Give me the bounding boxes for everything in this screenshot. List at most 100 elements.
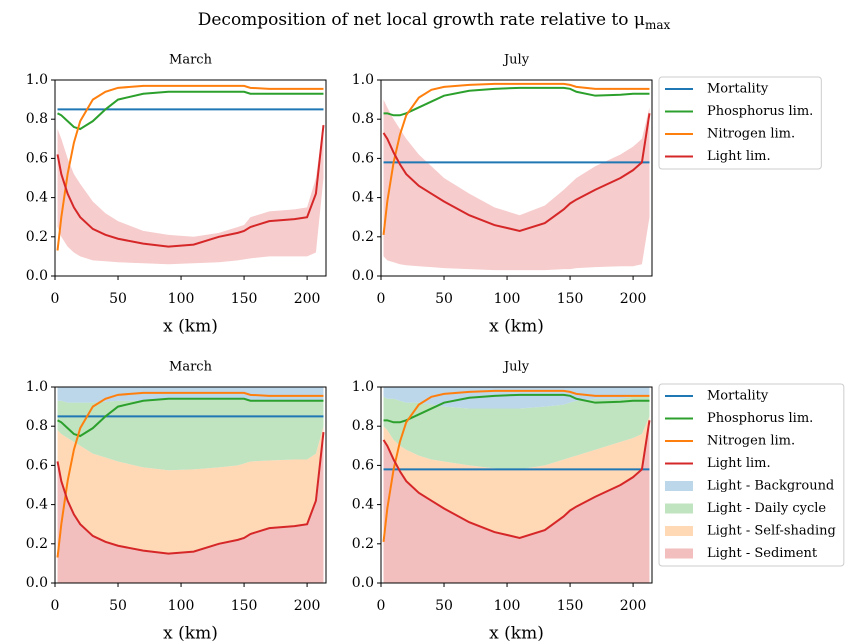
axes-frame xyxy=(54,386,327,584)
figure-title: Decomposition of net local growth rate r… xyxy=(198,10,671,32)
stacked-area xyxy=(57,426,324,554)
series-line xyxy=(382,389,650,542)
series-line xyxy=(383,86,650,117)
y-tick-label: 1.0 xyxy=(352,72,374,88)
y-tick-label: 0.8 xyxy=(26,111,48,127)
x-tick-label: 50 xyxy=(435,598,453,614)
legend-frame xyxy=(658,76,822,170)
series-line xyxy=(382,420,651,539)
y-tick-label: 0.4 xyxy=(26,190,48,206)
y-tick-label: 0.8 xyxy=(352,111,374,127)
plot-area xyxy=(382,82,651,271)
title-main: Decomposition of net local growth rate r… xyxy=(198,10,645,30)
plot-area xyxy=(56,84,325,265)
stacked-area xyxy=(383,416,650,538)
legend-label: Light lim. xyxy=(707,456,771,471)
x-tick-label: 200 xyxy=(620,291,647,307)
y-tick-label: 0.2 xyxy=(352,229,374,245)
range-band xyxy=(383,99,650,271)
x-tick-label: 50 xyxy=(109,598,127,614)
legend-label: Nitrogen lim. xyxy=(707,434,795,449)
y-tick-label: 0.0 xyxy=(26,268,48,284)
series-line xyxy=(382,113,651,232)
legend-frame xyxy=(658,383,845,567)
x-tick-label: 200 xyxy=(620,598,647,614)
subplot-title: March xyxy=(169,53,213,68)
y-tick-label: 0.0 xyxy=(352,268,374,284)
series-line xyxy=(382,82,650,235)
x-tick-label: 0 xyxy=(51,291,60,307)
y-tick-label: 0.4 xyxy=(352,190,374,206)
series-line xyxy=(383,393,650,424)
x-tick-label: 150 xyxy=(231,291,258,307)
stacked-area xyxy=(383,420,650,583)
legend-label: Phosphorus lim. xyxy=(707,104,813,119)
stacked-area xyxy=(383,396,650,470)
x-tick-label: 150 xyxy=(231,598,258,614)
legend-label: Mortality xyxy=(707,82,769,97)
legend-label: Light - Self-shading xyxy=(707,524,836,539)
legend: Mortality Phosphorus lim. Nitrogen lim. Lig… xyxy=(658,383,845,567)
x-axis-label: x (km) xyxy=(163,624,218,644)
y-tick-label: 0.6 xyxy=(352,150,374,166)
y-tick-label: 0.8 xyxy=(26,418,48,434)
y-tick-label: 0.2 xyxy=(26,536,48,552)
y-tick-label: 1.0 xyxy=(26,72,48,88)
legend-swatch xyxy=(665,526,693,536)
subplot-title: July xyxy=(502,53,530,68)
x-axis-label: x (km) xyxy=(489,624,544,644)
y-tick-label: 1.0 xyxy=(352,379,374,395)
legend-swatch xyxy=(665,548,693,559)
title-subscript: max xyxy=(645,18,671,32)
plot-area xyxy=(382,387,651,583)
y-tick-label: 0.4 xyxy=(26,497,48,513)
x-tick-label: 0 xyxy=(377,598,386,614)
legend-label: Mortality xyxy=(707,389,769,404)
range-band xyxy=(57,123,324,265)
legend-swatch xyxy=(665,481,693,491)
legend: Mortality Phosphorus lim. Nitrogen lim. Lig… xyxy=(658,76,822,170)
legend-label: Light - Daily cycle xyxy=(707,501,826,516)
y-tick-label: 0.6 xyxy=(26,457,48,473)
subplot-title: July xyxy=(502,360,530,375)
series-line xyxy=(56,431,325,555)
x-tick-label: 150 xyxy=(557,598,584,614)
legend-label: Nitrogen lim. xyxy=(707,127,795,142)
plot-area xyxy=(56,387,325,583)
series-line xyxy=(57,397,324,438)
x-tick-label: 50 xyxy=(109,291,127,307)
x-tick-label: 100 xyxy=(168,291,195,307)
y-tick-label: 0.2 xyxy=(26,229,48,245)
x-tick-label: 0 xyxy=(377,291,386,307)
axes-frame xyxy=(54,79,327,277)
y-tick-label: 0.2 xyxy=(352,536,374,552)
y-tick-label: 0.8 xyxy=(352,418,374,434)
y-tick-label: 0.4 xyxy=(352,497,374,513)
legend-swatch xyxy=(665,503,693,514)
series-line xyxy=(56,391,324,558)
y-tick-label: 0.0 xyxy=(26,575,48,591)
stacked-area xyxy=(57,387,324,403)
stacked-area xyxy=(57,432,324,583)
y-tick-label: 0.0 xyxy=(352,575,374,591)
x-tick-label: 100 xyxy=(494,291,521,307)
x-tick-label: 50 xyxy=(435,291,453,307)
legend-label: Phosphorus lim. xyxy=(707,411,813,426)
series-line xyxy=(56,84,324,251)
stacked-area xyxy=(383,387,650,409)
series-line xyxy=(56,124,325,248)
legend-label: Light - Sediment xyxy=(707,546,818,561)
x-tick-label: 0 xyxy=(51,598,60,614)
axes-frame xyxy=(380,386,653,584)
x-axis-label: x (km) xyxy=(163,317,218,337)
x-tick-label: 150 xyxy=(557,291,584,307)
subplot-title: March xyxy=(169,360,213,375)
x-tick-label: 200 xyxy=(294,291,321,307)
x-axis-label: x (km) xyxy=(489,317,544,337)
y-tick-label: 0.6 xyxy=(352,457,374,473)
x-tick-label: 100 xyxy=(494,598,521,614)
y-tick-label: 0.6 xyxy=(26,150,48,166)
x-tick-label: 100 xyxy=(168,598,195,614)
